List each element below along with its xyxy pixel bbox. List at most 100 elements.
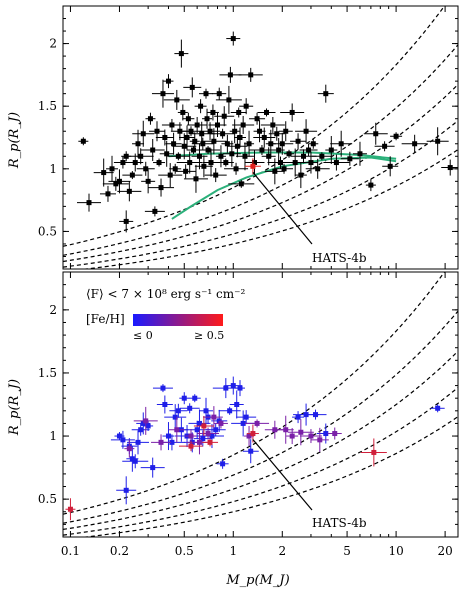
data-point bbox=[244, 158, 261, 175]
data-point bbox=[232, 115, 255, 134]
data-point bbox=[164, 404, 187, 431]
data-point bbox=[182, 112, 195, 125]
data-point bbox=[127, 148, 154, 165]
y-tick-label: 2 bbox=[49, 303, 57, 317]
data-points bbox=[77, 31, 458, 233]
top-panel: 0.5 1 1.5 2 R_p(R_J) HATS-4b bbox=[7, 5, 459, 270]
isodensity-curve bbox=[63, 310, 458, 524]
data-point bbox=[212, 378, 239, 399]
data-point bbox=[177, 104, 188, 121]
x-axis-ticks: 0.1 0.2 0.5 1 2 5 10 20 bbox=[61, 272, 453, 558]
data-point bbox=[284, 149, 295, 158]
data-point bbox=[203, 148, 220, 177]
data-point bbox=[235, 142, 254, 171]
annotation-label: HATS-4b bbox=[312, 516, 367, 530]
data-point bbox=[144, 206, 165, 217]
data-point bbox=[299, 429, 322, 444]
data-point bbox=[229, 119, 240, 144]
data-point bbox=[308, 138, 319, 149]
data-point bbox=[102, 176, 129, 191]
data-point bbox=[155, 129, 174, 146]
data-point bbox=[305, 158, 330, 179]
data-point bbox=[191, 137, 214, 150]
legend-title: ⟨F⟩ < 7 × 10⁸ erg s⁻¹ cm⁻² bbox=[86, 287, 245, 301]
data-point bbox=[162, 422, 175, 451]
data-point bbox=[229, 390, 244, 419]
isodensity-curve bbox=[63, 44, 458, 256]
data-point bbox=[179, 392, 190, 405]
data-point bbox=[167, 152, 190, 161]
data-point bbox=[327, 427, 342, 440]
data-point bbox=[163, 74, 174, 89]
data-point bbox=[133, 406, 158, 435]
x-tick-label: 0.1 bbox=[61, 544, 80, 558]
data-point bbox=[299, 144, 318, 157]
data-point bbox=[119, 210, 134, 233]
data-point bbox=[163, 89, 190, 110]
y-tick-label: 1 bbox=[49, 429, 57, 443]
data-point bbox=[286, 428, 299, 445]
data-point bbox=[280, 103, 305, 122]
data-point bbox=[175, 164, 196, 179]
data-point bbox=[178, 441, 203, 452]
data-point bbox=[253, 120, 266, 143]
data-point bbox=[65, 498, 76, 521]
data-point bbox=[390, 132, 403, 141]
data-point bbox=[292, 411, 305, 424]
data-point bbox=[106, 155, 119, 182]
data-point bbox=[117, 181, 142, 202]
data-point bbox=[179, 126, 202, 137]
colorbar-label: [Fe/H] bbox=[86, 312, 125, 326]
data-point bbox=[158, 163, 183, 188]
y-tick-label: 1 bbox=[49, 162, 57, 176]
data-point bbox=[187, 116, 208, 133]
data-point bbox=[426, 127, 449, 156]
annotation-line bbox=[252, 439, 313, 511]
y-axis-label: R_p(R_J) bbox=[7, 112, 22, 169]
colorbar bbox=[133, 314, 223, 326]
annotation-label: HATS-4b bbox=[312, 251, 367, 265]
data-point bbox=[325, 136, 338, 165]
data-point bbox=[199, 88, 214, 99]
data-point bbox=[441, 159, 458, 176]
data-point bbox=[197, 427, 220, 440]
data-point bbox=[275, 163, 294, 174]
data-point bbox=[124, 439, 135, 458]
data-point bbox=[132, 120, 155, 147]
data-point bbox=[215, 145, 226, 168]
data-point bbox=[184, 429, 197, 444]
x-tick-label: 20 bbox=[437, 544, 452, 558]
data-point bbox=[126, 445, 139, 472]
data-point bbox=[194, 99, 207, 114]
data-point bbox=[249, 112, 266, 125]
data-point bbox=[365, 179, 376, 192]
data-point bbox=[260, 116, 285, 133]
isodensity-curve bbox=[63, 350, 458, 530]
data-point bbox=[204, 168, 227, 183]
data-point bbox=[239, 98, 254, 115]
x-tick-label: 5 bbox=[343, 544, 351, 558]
x-tick-label: 0.5 bbox=[175, 544, 194, 558]
data-point bbox=[330, 130, 353, 157]
bottom-panel: 0.5 1 1.5 2 0.1 0.2 0.5 1 2 5 10 20 R_p(R_J) M_p(M… bbox=[7, 271, 459, 588]
data-point bbox=[219, 66, 242, 83]
data-point bbox=[169, 163, 182, 174]
isodensity-curve bbox=[63, 6, 446, 247]
data-point bbox=[244, 150, 265, 175]
data-point bbox=[148, 178, 175, 197]
data-point bbox=[430, 404, 445, 413]
y-axis-ticks: 0.5 1 1.5 2 bbox=[38, 18, 458, 257]
data-point bbox=[363, 122, 388, 145]
model-curve bbox=[171, 156, 397, 220]
data-point bbox=[188, 394, 201, 403]
data-point bbox=[193, 415, 214, 436]
data-point bbox=[165, 132, 182, 155]
data-point bbox=[244, 130, 255, 157]
data-point bbox=[196, 146, 221, 155]
isodensity-curve bbox=[81, 149, 458, 269]
data-point bbox=[122, 171, 143, 180]
data-point bbox=[122, 454, 149, 469]
data-point bbox=[214, 106, 235, 127]
data-point bbox=[108, 169, 131, 194]
data-points bbox=[65, 376, 445, 521]
